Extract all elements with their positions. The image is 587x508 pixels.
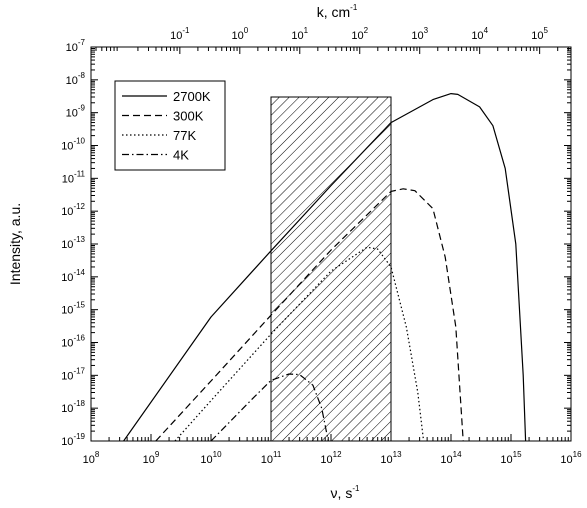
- top-axis-label-exp: -1: [350, 3, 358, 12]
- y-tick-label: 10-10: [61, 137, 85, 153]
- x-tick-label: 1016: [560, 450, 582, 466]
- x-axis-label: ν, s-1: [331, 484, 360, 501]
- top-tick-label: 103: [411, 26, 428, 42]
- x-tick-label: 1015: [500, 450, 522, 466]
- y-tick-label: 10-9: [66, 104, 86, 120]
- top-axis-label: k, cm-1: [317, 3, 358, 20]
- shaded-region: [270, 96, 392, 442]
- top-tick-label: 100: [231, 26, 248, 42]
- top-axis-label-main: k, cm: [317, 4, 350, 20]
- legend-label-2700K: 2700K: [173, 89, 211, 104]
- top-tick-label: 104: [471, 26, 488, 42]
- legend-label-77K: 77K: [173, 128, 196, 143]
- top-tick-label: 105: [531, 26, 548, 42]
- y-tick-label: 10-12: [61, 202, 85, 218]
- y-tick-label: 10-19: [61, 432, 85, 448]
- top-tick-label: 10-1: [170, 26, 190, 42]
- x-tick-label: 109: [143, 450, 160, 466]
- y-tick-label: 10-8: [66, 71, 86, 87]
- top-tick-label: 101: [291, 26, 308, 42]
- legend: 2700K 300K 77K 4K: [114, 80, 226, 171]
- x-tick-label: 1014: [440, 450, 462, 466]
- y-tick-label: 10-11: [62, 169, 86, 185]
- y-tick-label: 10-16: [61, 334, 85, 350]
- x-tick-label: 1013: [380, 450, 402, 466]
- x-tick-label: 108: [83, 450, 100, 466]
- y-axis-label: Intensity, a.u.: [7, 203, 23, 285]
- legend-label-4K: 4K: [173, 148, 189, 163]
- y-tick-label: 10-15: [61, 301, 85, 317]
- legend-label-300K: 300K: [173, 109, 204, 124]
- y-tick-label: 10-14: [61, 268, 85, 284]
- series-line-2700K: [123, 92, 527, 441]
- x-tick-label: 1010: [200, 450, 222, 466]
- y-tick-label: 10-13: [61, 235, 85, 251]
- y-tick-label: 10-7: [66, 38, 86, 54]
- y-tick-label: 10-17: [61, 366, 85, 382]
- x-axis-label-main: ν, s: [331, 485, 353, 501]
- series-line-4K: [210, 373, 329, 441]
- x-axis-label-exp: -1: [352, 484, 360, 493]
- x-tick-label: 1012: [320, 450, 342, 466]
- y-tick-label: 10-18: [61, 399, 85, 415]
- x-tick-label: 1011: [261, 450, 282, 466]
- series-line-300K: [155, 188, 464, 441]
- top-tick-label: 102: [351, 26, 368, 42]
